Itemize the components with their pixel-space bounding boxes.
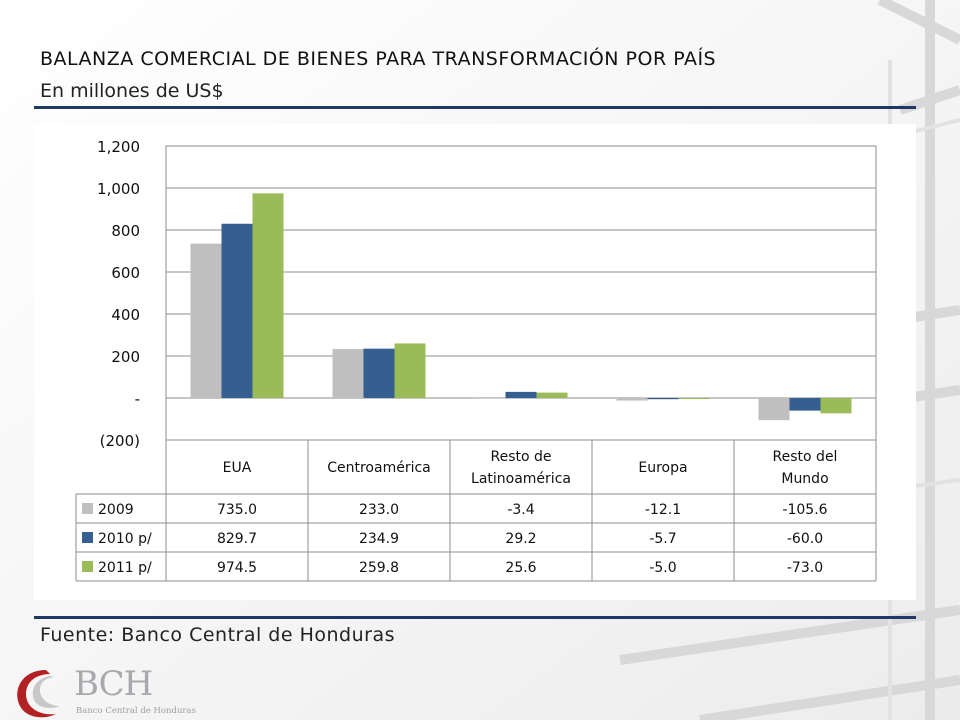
legend-swatch-0 [82,503,93,514]
category-label: Mundo [781,471,828,487]
legend-label: 2011 p/ [98,560,152,576]
footer-divider [34,616,916,619]
page-subtitle: En millones de US$ [40,80,224,102]
y-tick-label: 200 [111,348,140,366]
data-label: 259.8 [359,560,399,576]
data-label: 234.9 [359,531,399,547]
bar-2010p-4 [789,398,821,411]
bar-2009-0 [190,243,222,398]
bch-logo: BCH Banco Central de Honduras [10,664,210,720]
bar-2010p-1 [363,348,395,398]
data-label: -5.0 [649,560,676,576]
bar-2011p-4 [820,398,852,414]
data-label: -60.0 [787,531,823,547]
bar-2011p-2 [536,392,568,398]
bar-2009-1 [332,349,364,398]
logo-subtitle: Banco Central de Honduras [76,706,196,716]
bar-2010p-3 [647,398,679,400]
data-label: 29.2 [505,531,536,547]
plot-area-background [34,124,916,600]
header-divider [34,106,916,109]
category-label: EUA [223,460,252,476]
bar-2009-2 [474,398,506,399]
bar-2010p-0 [221,223,253,398]
data-table: EUA Centroamérica Resto de Latinoamérica Eur… [75,440,877,582]
legend-swatch-2 [82,561,93,572]
bar-2010p-2 [505,391,537,398]
category-label: Europa [638,460,687,476]
grid-lines [165,145,877,441]
data-label: 829.7 [217,531,257,547]
data-label: -73.0 [787,560,823,576]
data-label: 233.0 [359,502,399,518]
page-title: BALANZA COMERCIAL DE BIENES PARA TRANSFO… [40,48,717,70]
bars [190,193,852,421]
y-tick-label: - [135,390,140,408]
y-axis-labels: (200) - 200 400 600 800 1,000 1,200 [97,138,140,450]
y-tick-label: (200) [100,432,140,450]
bar-2011p-3 [678,398,710,400]
y-tick-label: 1,000 [97,180,140,198]
bch-swirl-icon [17,670,60,718]
data-label: 735.0 [217,502,257,518]
category-label: Resto del [773,449,838,465]
legend-swatch-1 [82,532,93,543]
data-label: 974.5 [217,560,257,576]
bar-2011p-1 [394,343,426,398]
y-tick-label: 600 [111,264,140,282]
category-label: Centroamérica [327,460,431,476]
source-note: Fuente: Banco Central de Honduras [40,624,395,646]
category-label: Resto de [490,449,551,465]
data-label: 25.6 [505,560,536,576]
bar-2009-3 [616,398,648,401]
y-tick-label: 800 [111,222,140,240]
y-tick-label: 400 [111,306,140,324]
logo-text: BCH [74,664,153,704]
data-label: -5.7 [649,531,676,547]
legend-label: 2009 [98,502,134,518]
data-label: -105.6 [782,502,827,518]
category-label: Latinoamérica [471,471,571,487]
legend-label: 2010 p/ [98,531,152,547]
data-label: -12.1 [645,502,681,518]
bar-2009-4 [758,398,790,421]
y-tick-label: 1,200 [97,138,140,156]
bar-2011p-0 [252,193,284,398]
data-label: -3.4 [507,502,534,518]
